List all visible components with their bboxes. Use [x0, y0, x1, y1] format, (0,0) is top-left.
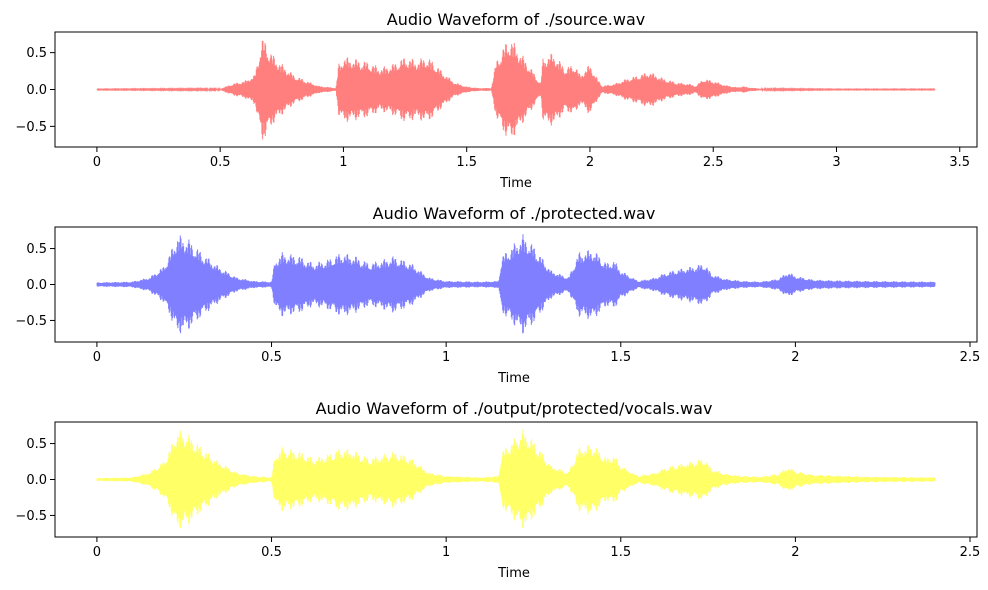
x-tick-label: 0.5: [261, 350, 282, 365]
waveform-series-line: [96, 40, 936, 140]
x-tick-label: 1.5: [610, 545, 631, 560]
x-tick-label: 0.5: [261, 545, 282, 560]
x-tick-label: 3.5: [949, 155, 970, 170]
x-tick-label: 2: [586, 155, 594, 170]
x-tick-label: 1: [442, 350, 450, 365]
axes-frame: [54, 421, 978, 538]
axes-frame: [54, 31, 978, 148]
x-tick-label: 0: [93, 545, 101, 560]
axes-frame: [54, 226, 978, 343]
waveform-marks: [96, 429, 936, 529]
y-tick-label: −0.5: [15, 314, 47, 329]
x-tick-label: 0: [93, 350, 101, 365]
waveform-series-line: [96, 234, 936, 334]
y-tick-label: 0.0: [26, 278, 47, 293]
x-tick-label: 1: [339, 155, 347, 170]
x-tick-label: 2.5: [703, 155, 724, 170]
x-tick-label: 2.5: [960, 545, 981, 560]
x-axis-label: Time: [497, 566, 530, 581]
x-tick-label: 1.5: [610, 350, 631, 365]
x-tick-label: 2: [791, 545, 799, 560]
x-tick-label: 1.5: [456, 155, 477, 170]
y-tick-label: 0.0: [26, 473, 47, 488]
waveform-panel-vocals: Audio Waveform of ./output/protected/voc…: [15, 399, 980, 581]
waveform-marks: [96, 234, 936, 334]
chart-title: Audio Waveform of ./output/protected/voc…: [316, 399, 713, 418]
x-tick-label: 3: [832, 155, 840, 170]
x-tick-label: 0.5: [210, 155, 231, 170]
axis-ticks: 0 0.5 1 1.5 2 2.5 0.5 0.0 −0.5: [15, 437, 980, 560]
y-tick-label: 0.0: [26, 83, 47, 98]
y-tick-label: −0.5: [15, 120, 47, 135]
y-tick-label: 0.5: [26, 437, 47, 452]
waveform-panel-protected: Audio Waveform of ./protected.wav Time 0…: [15, 204, 980, 386]
y-tick-label: 0.5: [26, 46, 47, 61]
x-axis-label: Time: [497, 371, 530, 386]
x-tick-label: 2: [791, 350, 799, 365]
axis-ticks: 0 0.5 1 1.5 2 2.5 0.5 0.0 −0.5: [15, 242, 980, 365]
waveform-series-line: [96, 429, 936, 529]
x-tick-label: 0: [93, 155, 101, 170]
chart-title: Audio Waveform of ./source.wav: [387, 10, 645, 29]
y-tick-label: −0.5: [15, 509, 47, 524]
x-tick-label: 2.5: [960, 350, 981, 365]
x-tick-label: 1: [442, 545, 450, 560]
waveform-panel-source: Audio Waveform of ./source.wav Time 0 0.5…: [15, 10, 978, 191]
chart-title: Audio Waveform of ./protected.wav: [373, 204, 656, 223]
axis-ticks: 0 0.5 1 1.5 2 2.5 3 3.5 0.5 0.0 −0.5: [15, 46, 970, 170]
x-axis-label: Time: [499, 176, 532, 191]
waveform-marks: [96, 40, 936, 140]
y-tick-label: 0.5: [26, 242, 47, 257]
